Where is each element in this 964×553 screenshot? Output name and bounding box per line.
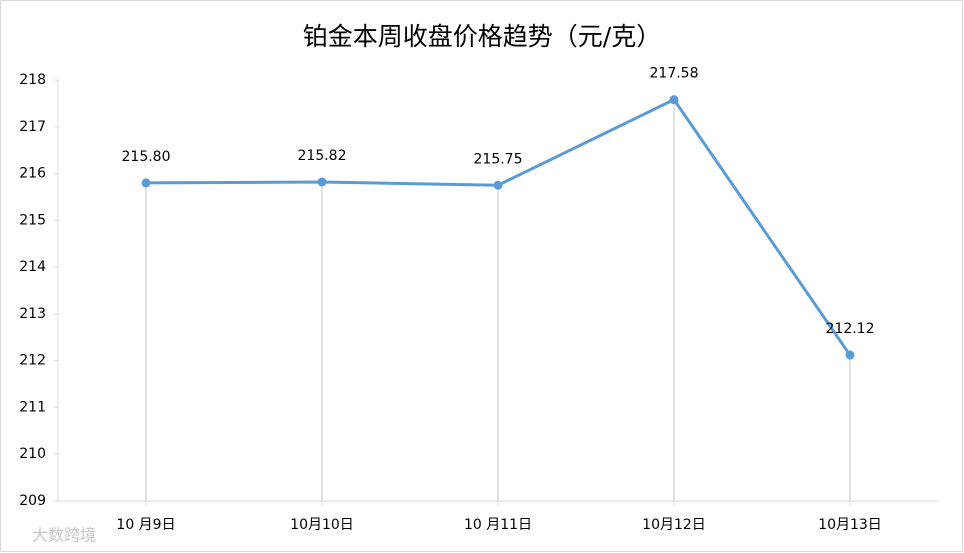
watermark: 大数跨境	[32, 526, 96, 545]
data-point	[669, 95, 679, 105]
y-tick-label: 216	[19, 166, 46, 182]
data-point	[845, 350, 855, 360]
data-point	[317, 177, 327, 187]
data-label: 215.80	[122, 149, 171, 165]
y-tick-label: 211	[19, 399, 46, 415]
x-tick-label: 10 月11日	[464, 517, 532, 533]
data-label: 215.75	[474, 151, 523, 167]
y-tick-label: 213	[19, 306, 46, 322]
y-tick-label: 217	[19, 119, 46, 135]
x-tick-label: 10 月9日	[116, 517, 175, 533]
x-tick-label: 10月10日	[290, 517, 354, 533]
y-tick-label: 210	[19, 446, 46, 462]
y-tick-label: 212	[19, 353, 46, 369]
data-label: 215.82	[298, 148, 347, 164]
y-tick-label: 209	[19, 493, 46, 509]
y-tick-label: 218	[19, 72, 46, 88]
data-label: 212.12	[826, 321, 875, 337]
y-tick-label: 214	[19, 259, 46, 275]
y-tick-label: 215	[19, 212, 46, 228]
x-tick-label: 10月12日	[642, 517, 706, 533]
chart-title: 铂金本周收盘价格趋势（元/克）	[303, 22, 661, 51]
x-tick-label: 10月13日	[818, 517, 882, 533]
data-point	[493, 180, 503, 190]
data-label: 217.58	[650, 66, 699, 82]
data-point	[141, 178, 151, 188]
